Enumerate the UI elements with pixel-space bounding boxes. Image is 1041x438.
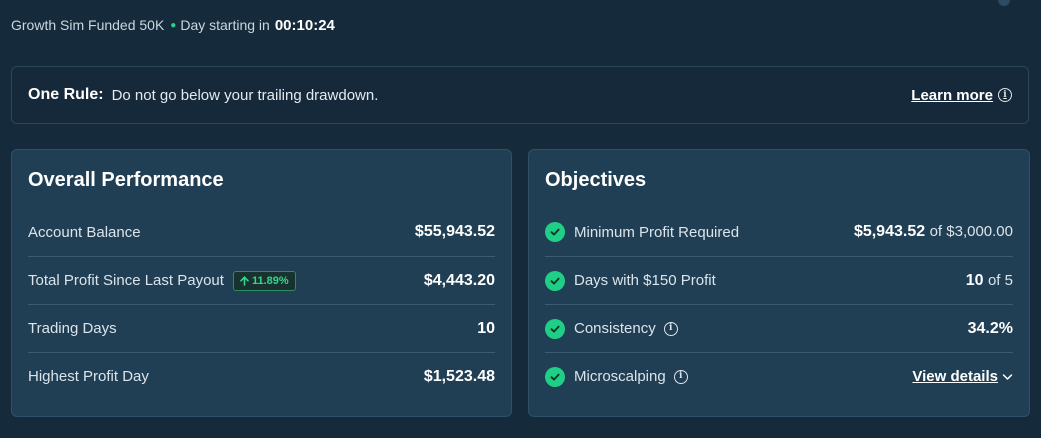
day-start-label: Day starting in (180, 17, 270, 33)
performance-title: Overall Performance (28, 169, 224, 191)
rule-text: Do not go below your trailing drawdown. (111, 86, 379, 104)
row-label-wrap: Consistency i (545, 318, 678, 339)
status-dot-icon: ● (170, 19, 177, 31)
arrow-up-icon (240, 275, 249, 286)
view-details-link[interactable]: View details (912, 368, 1013, 385)
row-label: Account Balance (28, 223, 141, 241)
highest-profit-day-value: $1,523.48 (423, 367, 495, 385)
table-row: Total Profit Since Last Payout 11.89% $4… (28, 256, 495, 304)
learn-more-label[interactable]: Learn more (911, 86, 993, 104)
learn-more-link[interactable]: Learn more i (911, 87, 1012, 104)
check-circle-icon (545, 318, 565, 339)
row-label: Consistency (574, 320, 656, 337)
view-details-label[interactable]: View details (912, 368, 998, 385)
row-label-wrap: Microscalping i (545, 366, 688, 387)
row-label-wrap: Days with $150 Profit (545, 270, 716, 291)
badge-text: 11.89% (251, 274, 289, 287)
day-start-timer: 00:10:24 (274, 16, 335, 34)
check-circle-icon (545, 270, 565, 291)
consistency-value: 34.2% (967, 319, 1013, 337)
profit-change-badge: 11.89% (232, 270, 296, 291)
rule-label: One Rule: (28, 86, 104, 103)
check-circle-icon (545, 222, 565, 242)
row-label: Total Profit Since Last Payout (28, 272, 224, 289)
check-circle-icon (545, 366, 565, 387)
profit-days-value: 10 of 5 (966, 272, 1013, 290)
trading-days-value: 10 (477, 319, 495, 337)
table-row: Microscalping i View details (545, 352, 1013, 400)
profile-indicator[interactable] (998, 0, 1010, 6)
account-balance-value: $55,943.52 (414, 223, 495, 240)
table-row: Days with $150 Profit 10 of 5 (545, 256, 1013, 304)
info-icon[interactable]: i (663, 321, 678, 336)
account-header: Growth Sim Funded 50K ● Day starting in … (11, 14, 335, 36)
chevron-down-icon[interactable] (1002, 373, 1013, 381)
min-profit-current: $5,943.52 (853, 223, 926, 240)
table-row: Trading Days 10 (28, 304, 495, 352)
info-icon[interactable]: i (998, 88, 1012, 102)
row-label: Days with $150 Profit (574, 272, 716, 289)
objectives-title: Objectives (545, 169, 647, 191)
account-name: Growth Sim Funded 50K (11, 17, 165, 33)
total-profit-value: $4,443.20 (423, 271, 495, 289)
table-row: Consistency i 34.2% (545, 304, 1013, 352)
table-row: Highest Profit Day $1,523.48 (28, 352, 495, 400)
info-icon[interactable]: i (673, 369, 688, 384)
objectives-card: Objectives Minimum Profit Required $5,94… (528, 149, 1030, 417)
profit-days-target: of 5 (987, 271, 1013, 289)
row-label-wrap: Total Profit Since Last Payout 11.89% (28, 270, 296, 291)
row-label: Minimum Profit Required (574, 223, 740, 241)
row-label-wrap: Minimum Profit Required (545, 222, 739, 242)
row-label: Microscalping (574, 368, 666, 385)
row-label: Trading Days (28, 320, 117, 337)
table-row: Account Balance $55,943.52 (28, 208, 495, 256)
min-profit-value: $5,943.52 of $3,000.00 (854, 223, 1013, 241)
one-rule-banner: One Rule: Do not go below your trailing … (11, 66, 1029, 124)
table-row: Minimum Profit Required $5,943.52 of $3,… (545, 208, 1013, 256)
profit-days-current: 10 (965, 271, 984, 289)
min-profit-target: of $3,000.00 (929, 223, 1013, 240)
row-label: Highest Profit Day (28, 368, 149, 385)
overall-performance-card: Overall Performance Account Balance $55,… (11, 149, 512, 417)
